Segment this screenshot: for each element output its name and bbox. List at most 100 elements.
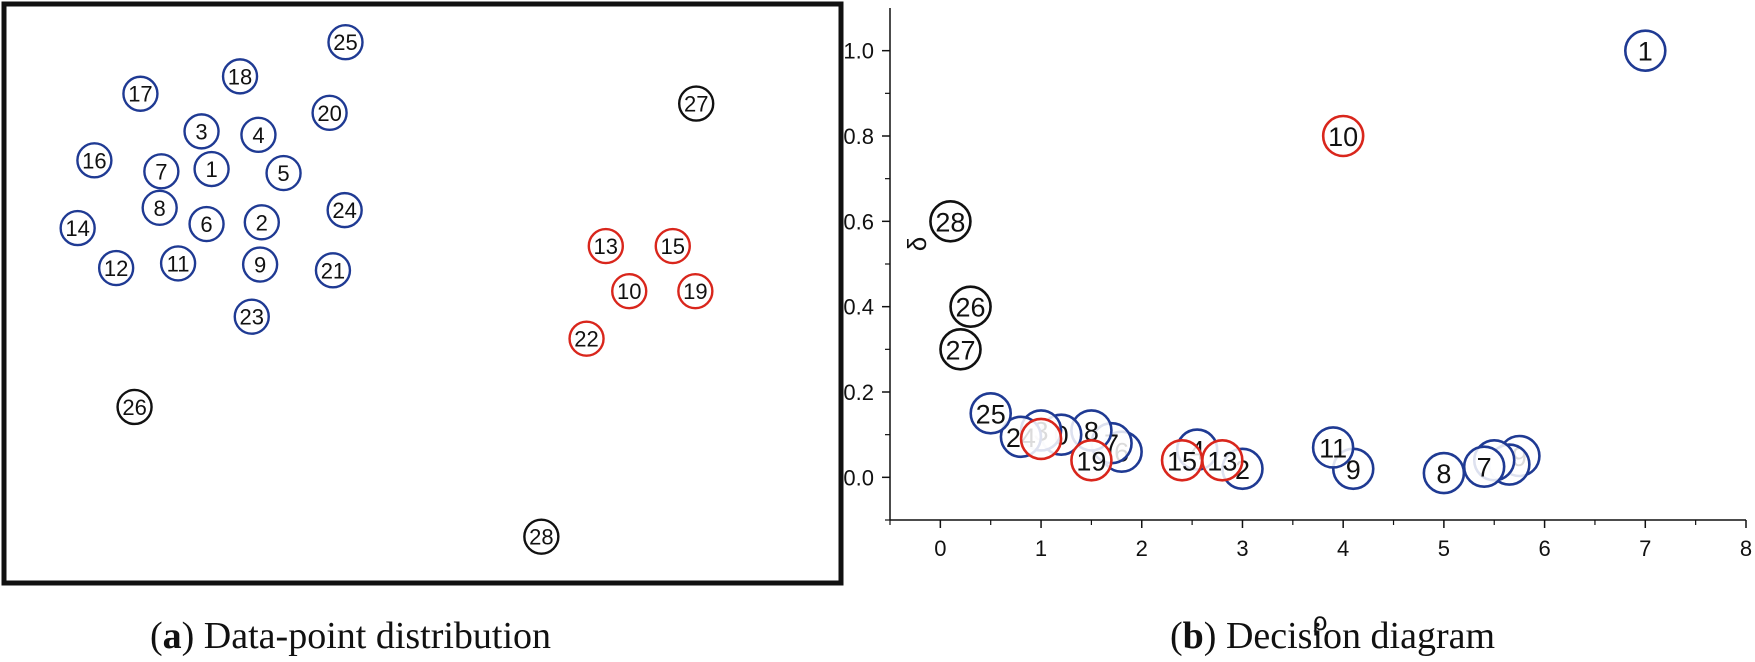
decision-point-marker xyxy=(1070,438,1113,482)
x-tick-label: 5 xyxy=(1438,536,1450,561)
decision-point-label: 13 xyxy=(1207,446,1237,476)
point-label: 22 xyxy=(574,327,598,352)
point-label: 3 xyxy=(195,119,207,144)
decision-point-13: 13 xyxy=(1201,438,1244,482)
x-tick-label: 0 xyxy=(934,536,946,561)
point-label: 28 xyxy=(529,525,553,550)
point-marker xyxy=(233,298,270,335)
point-marker xyxy=(241,246,279,283)
decision-point-marker xyxy=(1623,29,1667,72)
decision-point-7: 7 xyxy=(1462,445,1506,488)
point-marker xyxy=(183,113,220,150)
x-tick-label: 6 xyxy=(1538,536,1550,561)
decision-point-label: 28 xyxy=(935,207,965,237)
point-marker xyxy=(587,227,625,265)
point-label: 8 xyxy=(154,196,166,221)
data-point-11: 11 xyxy=(159,245,197,282)
data-point-7: 7 xyxy=(143,153,180,190)
point-label: 23 xyxy=(240,305,264,330)
decision-point-marker xyxy=(969,392,1013,435)
point-marker xyxy=(311,94,348,132)
decision-point-label: 25 xyxy=(976,399,1006,429)
point-marker xyxy=(159,245,197,282)
decision-point-label: 7 xyxy=(1477,453,1492,483)
decision-point-unlabeled xyxy=(1019,417,1063,461)
decision-point-marker xyxy=(1311,426,1355,469)
point-marker xyxy=(326,191,363,229)
point-label: 11 xyxy=(167,251,190,276)
decision-point-label: 9 xyxy=(1346,455,1361,485)
data-point-9: 9 xyxy=(241,246,279,283)
x-tick-label: 1 xyxy=(1035,536,1047,561)
data-point-15: 15 xyxy=(654,227,691,265)
y-tick-label: 0.6 xyxy=(843,209,874,234)
point-label: 13 xyxy=(594,234,618,259)
y-tick-label: 0.2 xyxy=(843,380,874,405)
point-marker xyxy=(523,518,560,555)
decision-point-marker xyxy=(1019,417,1063,461)
decision-point-label: 8 xyxy=(1084,416,1099,446)
point-label: 10 xyxy=(617,279,641,304)
point-label: 1 xyxy=(205,157,217,182)
data-point-19: 19 xyxy=(677,272,714,310)
panel-b-points: 97891124678032425119151310282627 xyxy=(929,29,1667,495)
decision-point-11: 11 xyxy=(1311,426,1355,469)
point-marker xyxy=(76,142,113,179)
point-label: 2 xyxy=(256,210,268,235)
data-point-27: 27 xyxy=(677,85,715,122)
caption-b-letter: b xyxy=(1183,615,1204,657)
decision-point-label: 10 xyxy=(1328,122,1358,152)
point-marker xyxy=(327,24,364,61)
data-point-25: 25 xyxy=(327,24,364,61)
data-point-6: 6 xyxy=(188,205,225,243)
decision-point-label: 26 xyxy=(956,293,986,323)
point-marker xyxy=(116,388,153,426)
point-label: 5 xyxy=(277,161,289,186)
point-marker xyxy=(243,204,280,241)
x-tick-label: 8 xyxy=(1740,536,1752,561)
decision-point-label: 11 xyxy=(1319,433,1347,463)
point-label: 27 xyxy=(684,92,708,117)
decision-point-19: 19 xyxy=(1070,438,1113,482)
x-axis-title: ρ xyxy=(1313,606,1328,636)
decision-point-1: 1 xyxy=(1623,29,1667,72)
point-marker xyxy=(654,227,691,265)
decision-point-25: 25 xyxy=(969,392,1013,435)
point-marker xyxy=(314,252,352,289)
caption-a-open: ( xyxy=(150,615,163,657)
caption-a-letter: a xyxy=(163,615,182,657)
data-point-22: 22 xyxy=(568,320,605,357)
point-marker xyxy=(677,85,715,122)
y-tick-label: 0.8 xyxy=(843,124,874,149)
point-marker xyxy=(188,205,225,243)
point-label: 16 xyxy=(82,148,106,173)
data-point-8: 8 xyxy=(141,189,178,227)
y-tick-label: 1.0 xyxy=(843,39,874,64)
caption-a: (a) Data-point distribution xyxy=(150,615,551,657)
point-label: 4 xyxy=(252,123,264,148)
point-marker xyxy=(141,189,178,227)
data-point-20: 20 xyxy=(311,94,348,132)
point-label: 20 xyxy=(317,101,341,126)
point-marker xyxy=(265,154,302,192)
x-tick-label: 3 xyxy=(1236,536,1248,561)
point-label: 24 xyxy=(332,198,356,223)
point-marker xyxy=(611,272,648,310)
y-tick-label: 0.4 xyxy=(843,295,874,320)
decision-point-27: 27 xyxy=(939,328,982,371)
data-point-2: 2 xyxy=(243,204,280,241)
point-marker xyxy=(568,320,605,357)
decision-point-marker xyxy=(1321,114,1365,158)
point-label: 17 xyxy=(128,82,152,107)
decision-point-label: 27 xyxy=(945,335,975,365)
point-marker xyxy=(143,153,180,190)
data-point-5: 5 xyxy=(265,154,302,192)
point-marker xyxy=(59,209,96,247)
point-marker xyxy=(97,249,135,287)
decision-point-8: 8 xyxy=(1422,451,1466,495)
data-point-28: 28 xyxy=(523,518,560,555)
point-label: 6 xyxy=(200,212,212,237)
point-label: 7 xyxy=(155,159,167,184)
point-label: 21 xyxy=(321,258,345,283)
